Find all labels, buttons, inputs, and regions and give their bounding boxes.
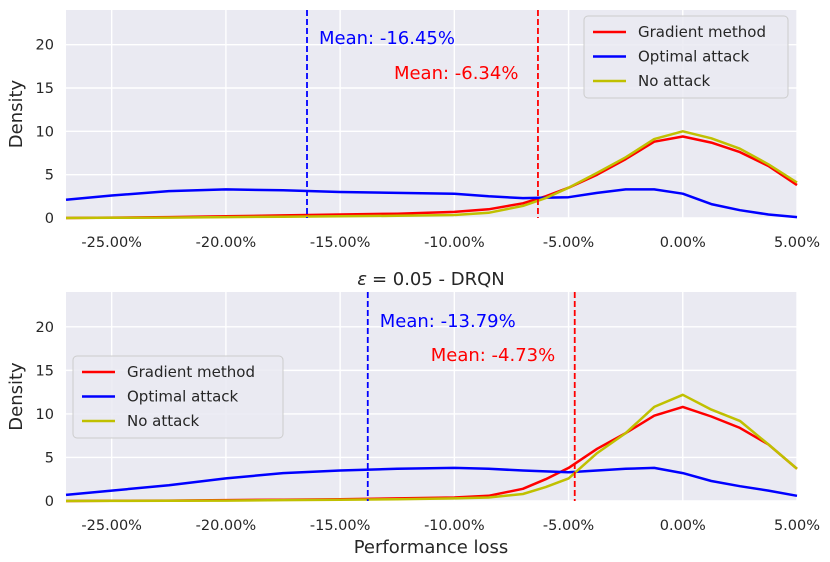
bottom-mean-annotation-red: Mean: -4.73% [431,345,556,366]
series-line [65,393,798,503]
top-mean-annotation-red: Mean: -6.34% [394,63,519,84]
series-line [65,188,798,219]
title-epsilon-symbol: ε [357,269,367,290]
y-tick-label: 20 [36,38,54,54]
x-tick-label: 0.00% [660,235,706,251]
bottom-x-ticks: -25.00% -20.00% -15.00% -10.00% -5.00% 0.00% 5… [81,518,820,534]
top-y-axis-label: Density [6,79,27,148]
y-tick-label: 5 [45,168,54,184]
bottom-legend-box [72,355,284,439]
top-series-lines [65,130,798,220]
y-tick-label: 15 [36,81,54,97]
x-tick-label: -5.00% [543,235,594,251]
y-tick-label: 15 [36,363,54,379]
bottom-y-axis-label: Density [6,362,27,431]
bottom-legend-label-noattack: No attack [127,412,200,430]
bottom-mean-lines [366,292,576,501]
x-tick-label: -10.00% [424,235,485,251]
bottom-series-lines [65,393,798,503]
x-tick-label: 5.00% [774,235,820,251]
top-y-ticks: 0 5 10 15 20 [36,38,54,227]
bottom-legend-label-optimal: Optimal attack [127,388,239,406]
bottom-panel: ε = 0.05 - DRQN -25.00% -20.00% -15.00% -10.… [6,269,820,558]
top-legend-box [583,15,789,99]
top-mean-annotation-blue: Mean: -16.45% [319,28,455,49]
top-legend-label-noattack: No attack [638,72,711,90]
y-tick-label: 10 [36,407,54,423]
series-line [65,466,798,498]
y-tick-label: 0 [45,494,54,510]
x-tick-label: 5.00% [774,518,820,534]
x-tick-label: -20.00% [196,235,257,251]
series-line [65,130,798,220]
top-legend: Gradient method Optimal attack No attack [583,15,789,99]
top-panel: -25.00% -20.00% -15.00% -10.00% -5.00% 0.00% 5… [6,10,820,251]
x-tick-label: -25.00% [81,518,142,534]
y-tick-label: 0 [45,211,54,227]
y-tick-label: 20 [36,320,54,336]
bottom-y-ticks: 0 5 10 15 20 [36,320,54,510]
x-tick-label: -10.00% [424,518,485,534]
x-tick-label: 0.00% [660,518,706,534]
title-text: = 0.05 - DRQN [372,269,505,290]
bottom-mean-annotation-blue: Mean: -13.79% [380,311,516,332]
x-tick-label: -25.00% [81,235,142,251]
x-tick-label: -5.00% [543,518,594,534]
bottom-chart-title: ε = 0.05 - DRQN [357,269,505,290]
top-legend-label-optimal: Optimal attack [638,48,750,66]
x-tick-label: -15.00% [310,235,371,251]
x-tick-label: -20.00% [196,518,257,534]
bottom-legend-label-gradient: Gradient method [127,363,255,381]
x-axis-label: Performance loss [354,537,509,558]
y-tick-label: 10 [36,124,54,140]
top-x-ticks: -25.00% -20.00% -15.00% -10.00% -5.00% 0.00% 5… [81,235,820,251]
top-mean-lines [306,10,539,218]
x-tick-label: -15.00% [310,518,371,534]
y-tick-label: 5 [45,450,54,466]
top-legend-label-gradient: Gradient method [638,23,766,41]
bottom-legend: Gradient method Optimal attack No attack [72,355,284,439]
